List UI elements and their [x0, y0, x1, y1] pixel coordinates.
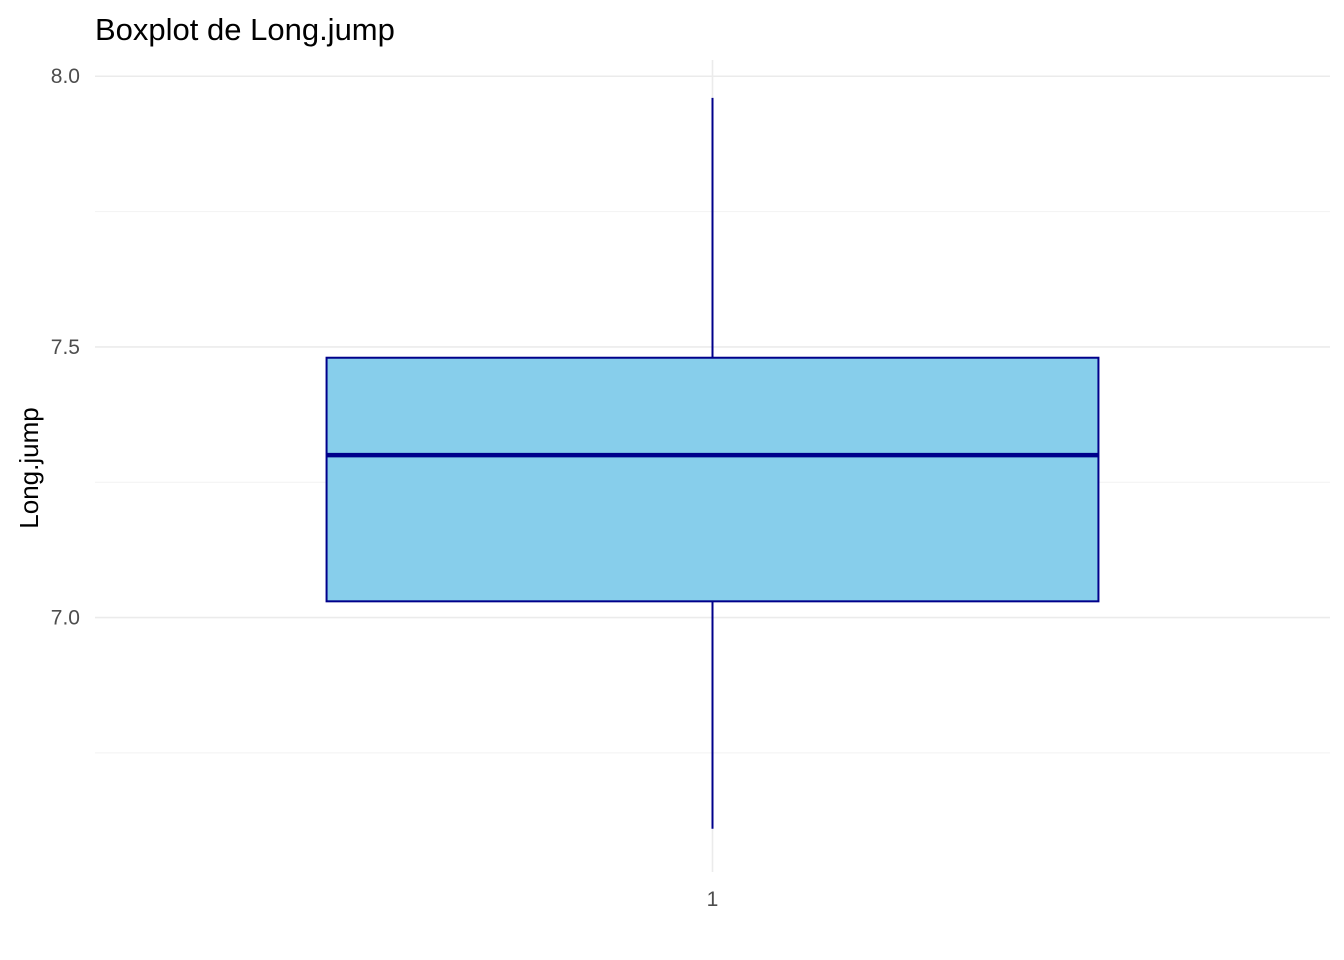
- y-tick-label: 7.5: [51, 336, 80, 359]
- x-axis-ticks: 1: [707, 888, 719, 911]
- y-tick-label: 8.0: [51, 65, 80, 88]
- y-axis-ticks: 7.0 7.5 8.0: [51, 65, 80, 629]
- iqr-box: [325, 356, 1100, 603]
- y-axis-label: Long.jump: [14, 407, 44, 528]
- chart-title: Boxplot de Long.jump: [95, 12, 395, 47]
- x-tick-label: 1: [707, 888, 719, 911]
- y-tick-label: 7.0: [51, 607, 80, 630]
- box-group: [325, 97, 1100, 829]
